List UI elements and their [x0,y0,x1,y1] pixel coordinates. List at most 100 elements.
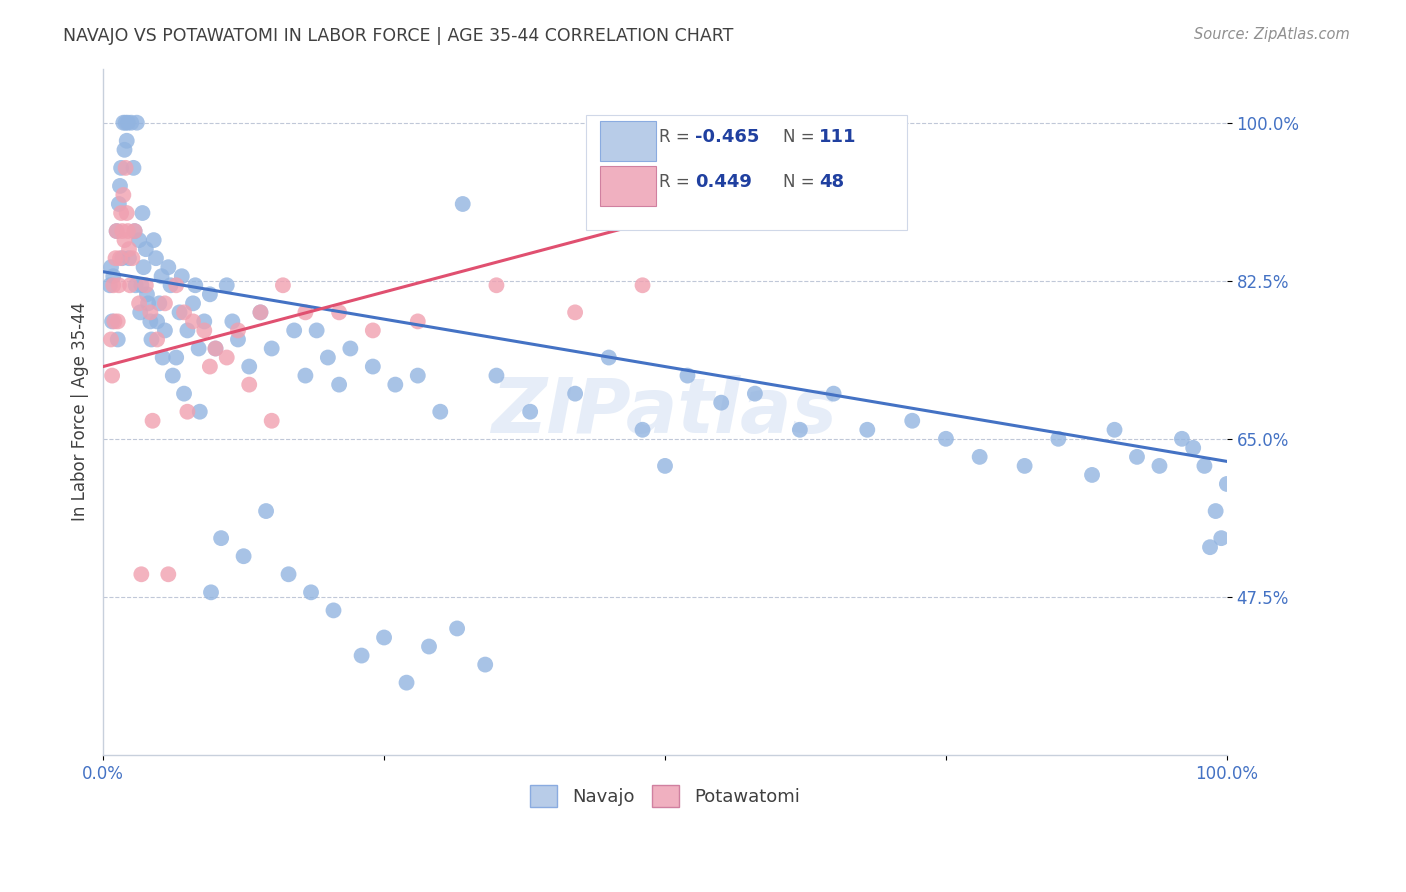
Point [654,458,676,473]
Point [188,405,211,419]
Point [159,278,181,293]
Point [226,333,249,347]
Point [1199,540,1222,554]
Point [1194,458,1216,473]
Point [117,116,139,130]
Point [124,224,146,238]
Point [114,143,136,157]
Point [339,342,361,356]
Point [184,278,207,293]
Point [121,251,143,265]
Point [249,305,271,319]
Point [103,278,125,293]
Point [328,377,350,392]
Point [215,351,238,365]
Point [132,260,155,275]
Point [115,134,138,148]
Point [328,305,350,319]
Point [135,242,157,256]
Point [173,386,195,401]
Point [564,305,586,319]
Point [110,206,132,220]
Point [165,351,187,365]
Point [128,233,150,247]
Point [418,640,440,654]
Point [101,368,124,383]
Point [145,251,167,265]
Point [305,323,328,337]
Point [105,224,128,238]
FancyBboxPatch shape [586,114,907,230]
Point [107,333,129,347]
Point [125,116,148,130]
Point [1205,504,1227,518]
Point [406,368,429,383]
Point [170,269,193,284]
Point [139,305,162,319]
Point [114,161,136,175]
Point [165,278,187,293]
Point [117,224,139,238]
Point [193,314,215,328]
Point [1171,432,1194,446]
Point [631,278,654,293]
Point [98,278,121,293]
Point [361,323,384,337]
Point [103,269,125,284]
Point [226,323,249,337]
Text: NAVAJO VS POTAWATOMI IN LABOR FORCE | AGE 35-44 CORRELATION CHART: NAVAJO VS POTAWATOMI IN LABOR FORCE | AG… [63,27,734,45]
Point [322,603,344,617]
Point [901,414,924,428]
Point [598,351,620,365]
Point [238,377,260,392]
Point [129,305,152,319]
Point [122,161,145,175]
Point [139,314,162,328]
Point [446,622,468,636]
FancyBboxPatch shape [600,166,657,206]
Point [146,333,169,347]
Point [162,368,184,383]
Point [221,314,243,328]
Point [115,206,138,220]
Point [350,648,373,663]
Point [1104,423,1126,437]
Point [187,342,209,356]
Point [124,224,146,238]
Point [373,631,395,645]
Point [142,233,165,247]
Point [1047,432,1070,446]
Point [176,405,198,419]
Point [260,414,283,428]
Text: R =: R = [659,128,696,146]
Point [1211,531,1233,545]
Text: R =: R = [659,173,696,191]
Point [451,197,474,211]
Point [125,278,148,293]
Text: N =: N = [783,128,820,146]
Point [100,260,122,275]
Point [169,305,191,319]
Point [1126,450,1149,464]
Point [152,351,174,365]
Point [108,278,131,293]
Text: 0.449: 0.449 [696,173,752,191]
Point [142,414,165,428]
Point [118,242,141,256]
Point [204,342,226,356]
Point [260,342,283,356]
Y-axis label: In Labor Force | Age 35-44: In Labor Force | Age 35-44 [72,302,89,521]
Point [114,233,136,247]
Text: ZIPatlas: ZIPatlas [492,375,838,449]
Point [361,359,384,374]
Point [631,423,654,437]
Point [146,314,169,328]
Point [128,296,150,310]
Point [406,314,429,328]
Point [108,178,131,193]
Text: Source: ZipAtlas.com: Source: ZipAtlas.com [1194,27,1350,42]
Text: 111: 111 [818,128,856,146]
Point [153,296,176,310]
Point [173,305,195,319]
Point [485,368,508,383]
